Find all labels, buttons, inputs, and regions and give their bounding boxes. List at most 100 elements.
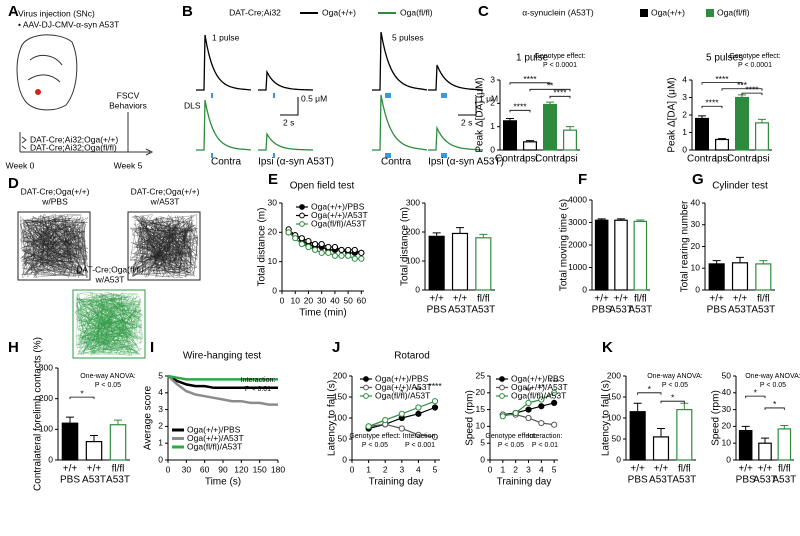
significance-bracket xyxy=(764,407,785,410)
y-tick-label: 100 xyxy=(406,255,420,265)
chart-title: 1 pulse xyxy=(516,53,549,64)
series-marker xyxy=(415,431,422,438)
x-tick-label: PBS xyxy=(427,305,447,316)
legend-label: Oga(fl/fl)/A53T xyxy=(375,390,430,400)
significance-bracket xyxy=(69,396,95,400)
y-tick-label: 0 xyxy=(158,454,163,464)
chart-title: Wire-hanging test xyxy=(183,351,262,362)
y-tick-label: 2 xyxy=(490,98,495,108)
y-tick-label: 20 xyxy=(691,241,701,251)
y-tick-label: 200 xyxy=(406,226,420,236)
y-tick-label: 1000 xyxy=(568,262,587,272)
x-tick-label: 0 xyxy=(350,464,355,474)
legend-marker xyxy=(363,384,369,391)
series-marker xyxy=(415,410,422,417)
group-label: DAT-Cre;Oga(+/+) xyxy=(131,186,200,196)
chart-title: Cylinder test xyxy=(712,181,768,192)
annotation: Interaction: xyxy=(241,377,276,384)
x-tick-label: 4 xyxy=(416,464,421,474)
series-marker xyxy=(398,410,405,417)
y-axis-label: Total rearing number xyxy=(680,200,691,292)
series-marker xyxy=(325,243,332,251)
error-bar xyxy=(456,227,464,234)
y-tick-label: 100 xyxy=(333,412,347,422)
x-tick-label: A53T xyxy=(751,305,775,316)
legend-swatch xyxy=(640,9,648,17)
y-axis-label: Peak Δ[DA] (μM) xyxy=(667,77,678,152)
series-marker xyxy=(298,240,305,248)
x-tick-label: +/+ xyxy=(733,294,748,305)
significance: ** xyxy=(415,385,422,395)
trace-label: DAT-Cre;Ai32 xyxy=(229,7,281,17)
schematic-text: • AAV-DJ-CMV-α-syn A53T xyxy=(18,19,119,29)
trace xyxy=(196,34,252,91)
y-tick-label: 0 xyxy=(616,454,621,464)
annotation: P < 0.05 xyxy=(760,382,786,389)
series-marker xyxy=(345,252,352,259)
y-axis-label: Total distance (m) xyxy=(257,208,268,287)
x-tick-label: Ipsi xyxy=(522,154,538,165)
significance-bracket xyxy=(701,105,723,109)
error-bar xyxy=(114,419,122,425)
x-tick-label: 40 xyxy=(330,295,340,305)
track-path xyxy=(74,291,144,356)
annotation: One-way ANOVA: xyxy=(745,373,800,380)
y-tick-label: 20 xyxy=(476,387,486,397)
trace xyxy=(196,99,252,151)
bar xyxy=(522,141,537,151)
series-line xyxy=(167,375,278,406)
x-tick-label: 120 xyxy=(234,464,248,474)
error-bar xyxy=(657,428,665,437)
panel-letter: F xyxy=(578,171,587,188)
bar xyxy=(777,428,792,461)
annotation: P < 0.05 xyxy=(95,382,121,389)
series-marker xyxy=(499,413,506,420)
trace xyxy=(258,131,314,151)
series-marker xyxy=(318,240,325,248)
x-tick-label: 50 xyxy=(343,295,353,305)
bar xyxy=(542,103,557,151)
x-tick-label: 180 xyxy=(271,464,285,474)
significance: * xyxy=(754,387,758,397)
series-marker xyxy=(538,396,545,403)
x-tick-label: A53T xyxy=(649,475,673,486)
series-marker xyxy=(431,404,439,411)
legend-label: Oga(fl/fl)/A53T xyxy=(511,390,566,400)
trace xyxy=(428,125,484,151)
x-tick-label: fl/fl xyxy=(778,464,791,475)
y-tick-label: 100 xyxy=(39,424,53,434)
bar xyxy=(475,237,492,291)
y-tick-label: 40 xyxy=(691,197,701,207)
scale-label: 0.5 μM xyxy=(301,93,327,103)
error-bar xyxy=(759,260,768,264)
significance-bracket xyxy=(721,88,763,91)
x-tick-label: 1 xyxy=(366,464,371,474)
y-tick-label: 20 xyxy=(268,227,278,237)
panel-letter: I xyxy=(150,339,154,356)
significance-bracket xyxy=(529,88,571,92)
x-tick-label: PBS xyxy=(628,475,648,486)
y-tick-label: 50 xyxy=(338,433,348,443)
y-tick-label: 3 xyxy=(158,404,163,414)
y-tick-label: 0 xyxy=(695,284,700,294)
scale-label: 2 s xyxy=(283,117,294,127)
error-bar xyxy=(526,140,534,142)
x-axis-label: Training day xyxy=(497,477,552,488)
series-marker xyxy=(305,243,312,251)
error-bar xyxy=(566,126,574,131)
stim-marker xyxy=(273,153,275,158)
error-bar xyxy=(758,118,766,123)
annotation: Genotype effect: xyxy=(729,53,780,60)
y-axis-label: Speed (rpm) xyxy=(465,390,476,446)
trace xyxy=(372,31,428,91)
y-tick-label: 0 xyxy=(272,285,277,295)
bar xyxy=(594,219,609,291)
x-tick-label: 0 xyxy=(488,464,493,474)
chart-title: Rotarod xyxy=(394,351,430,362)
y-axis-label: Peak Δ[DA] (μM) xyxy=(475,77,486,152)
legend-marker xyxy=(499,384,505,391)
y-tick-label: 0 xyxy=(726,454,731,464)
y-tick-label: 50 xyxy=(722,370,732,380)
annotation: Genotype effect: xyxy=(349,433,400,440)
panel-letter: B xyxy=(182,3,193,20)
